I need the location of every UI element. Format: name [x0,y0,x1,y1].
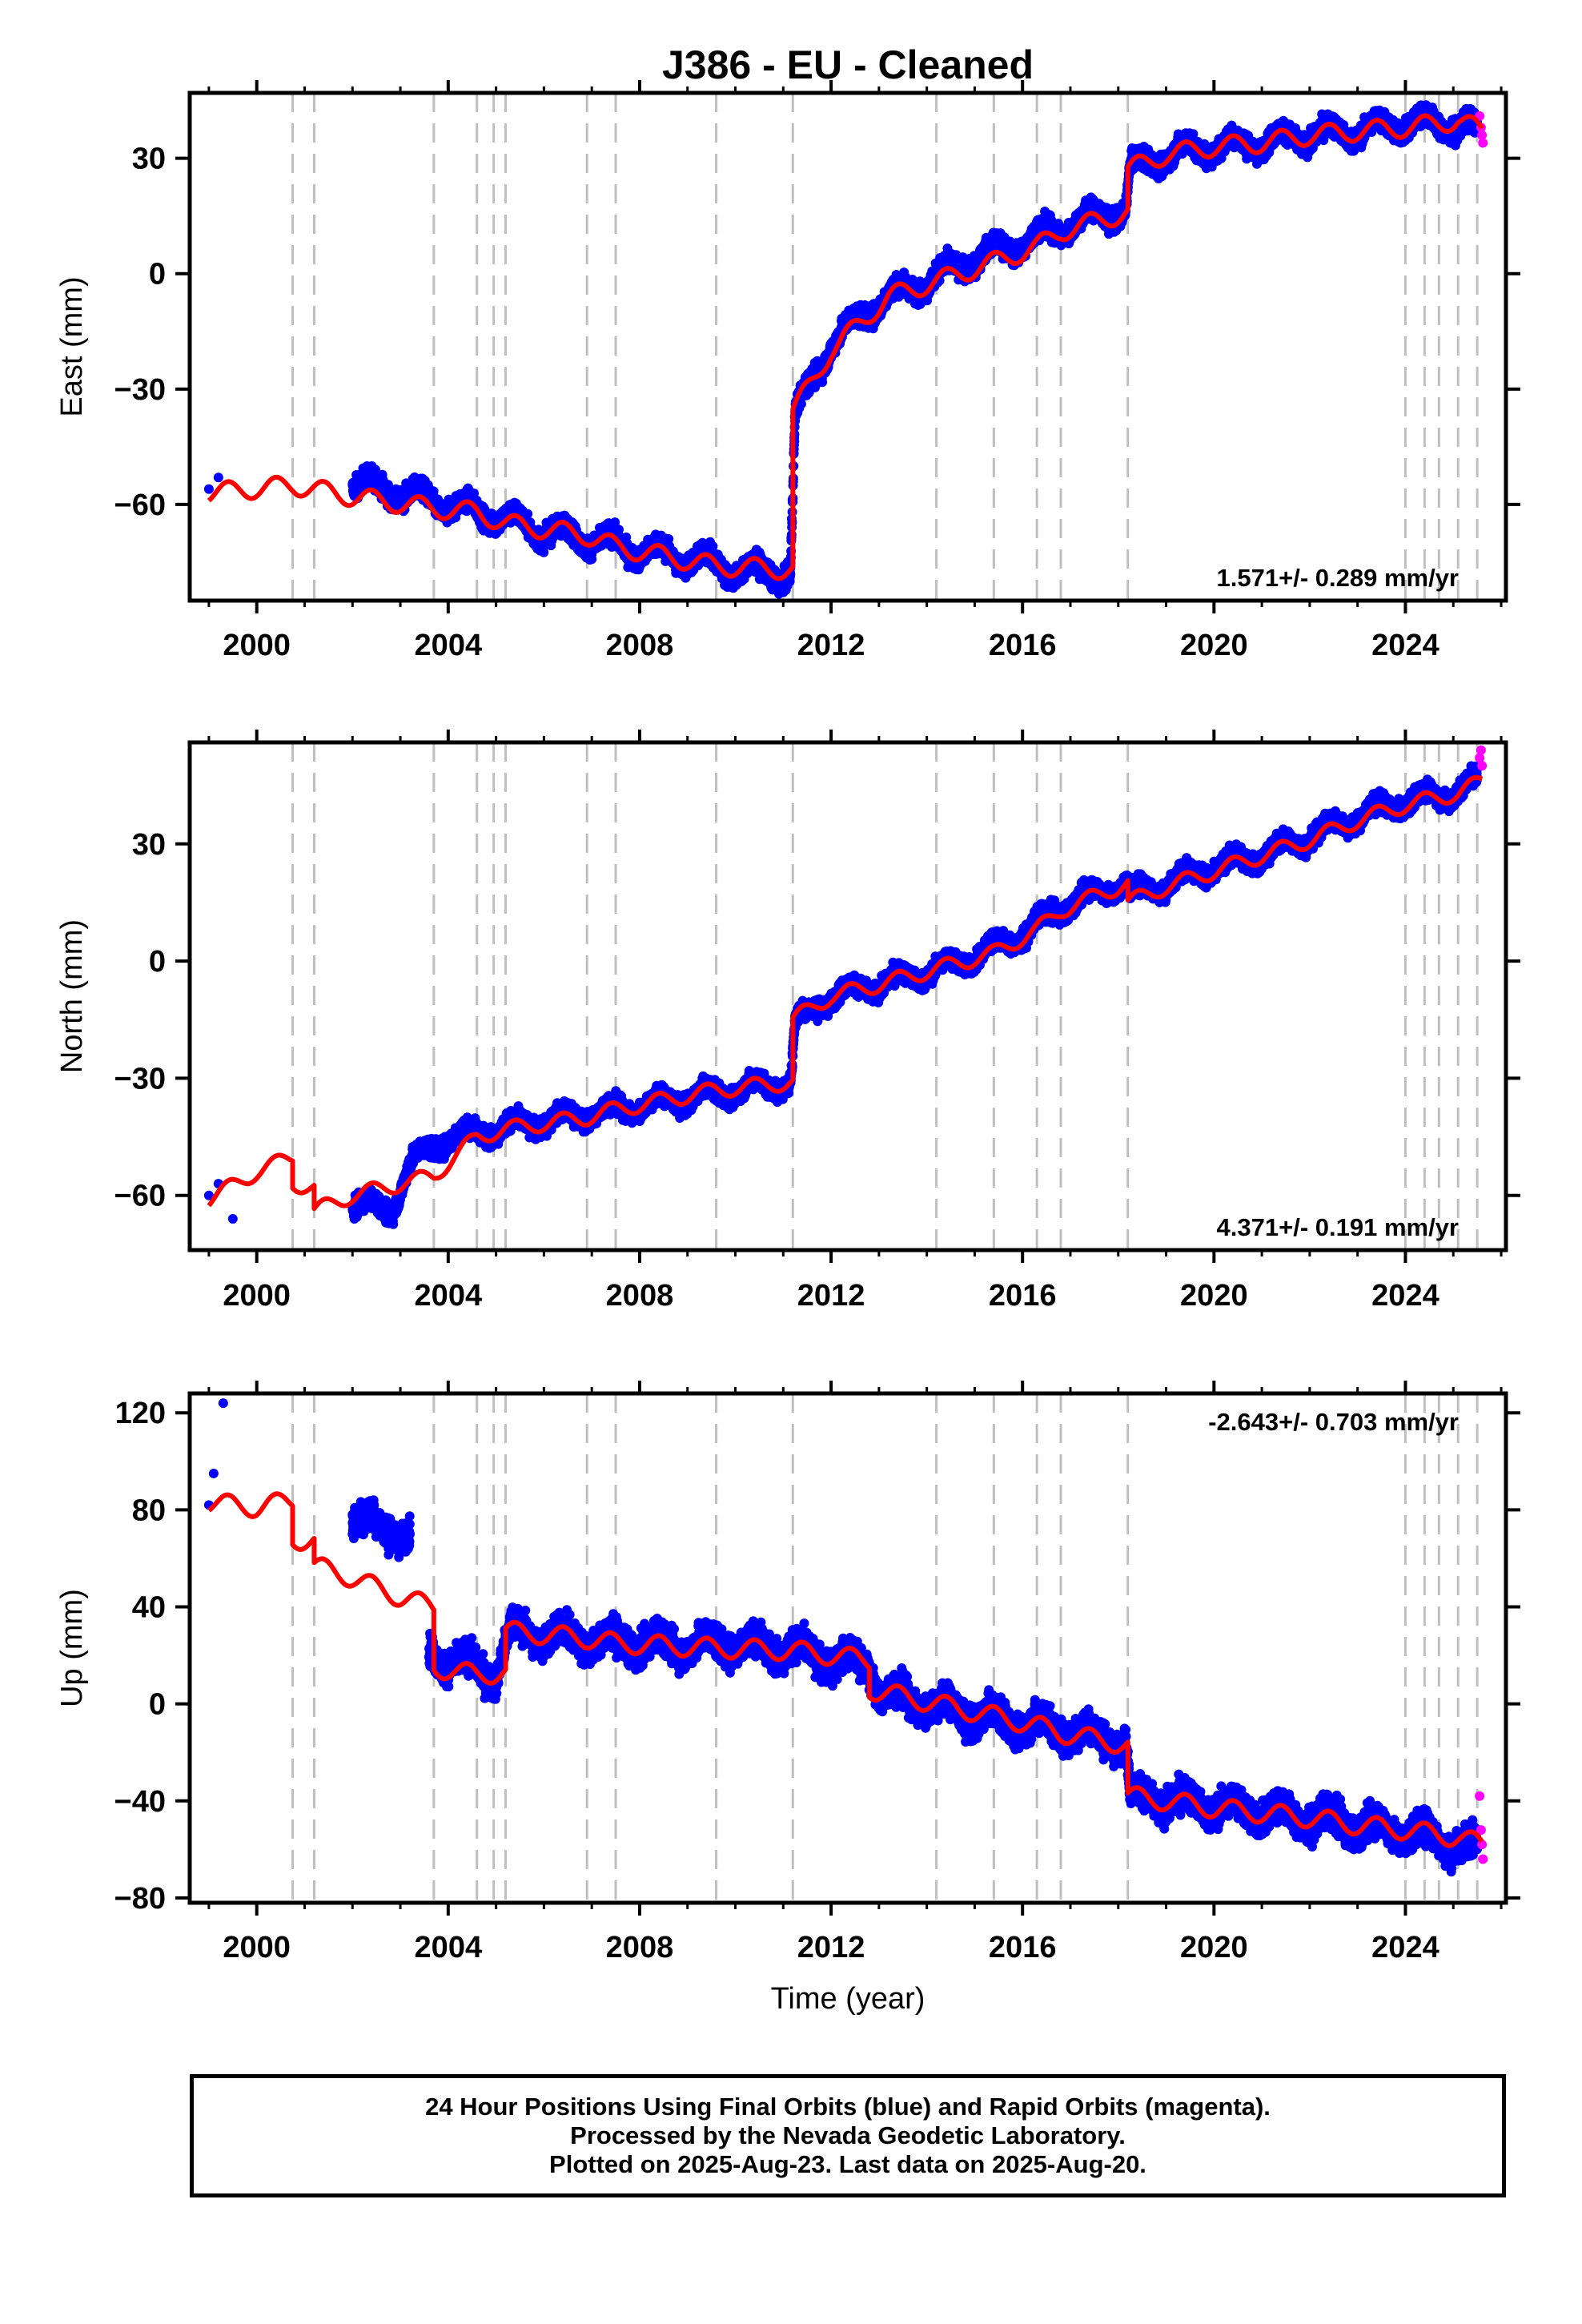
east-final-orbit-points [203,100,1482,599]
east-point [213,472,223,483]
east-point [817,377,828,388]
panels: 2000 2004 2008 2012 2016 2020 2024−60−30030Eas… [55,80,1520,1964]
chart-title: J386 - EU - Cleaned [662,42,1034,87]
east-point [523,509,533,519]
east-point [203,484,214,494]
panel-east: 2000 2004 2008 2012 2016 2020 2024−60−30030Eas… [55,80,1520,662]
east-plot-area [203,93,1488,601]
